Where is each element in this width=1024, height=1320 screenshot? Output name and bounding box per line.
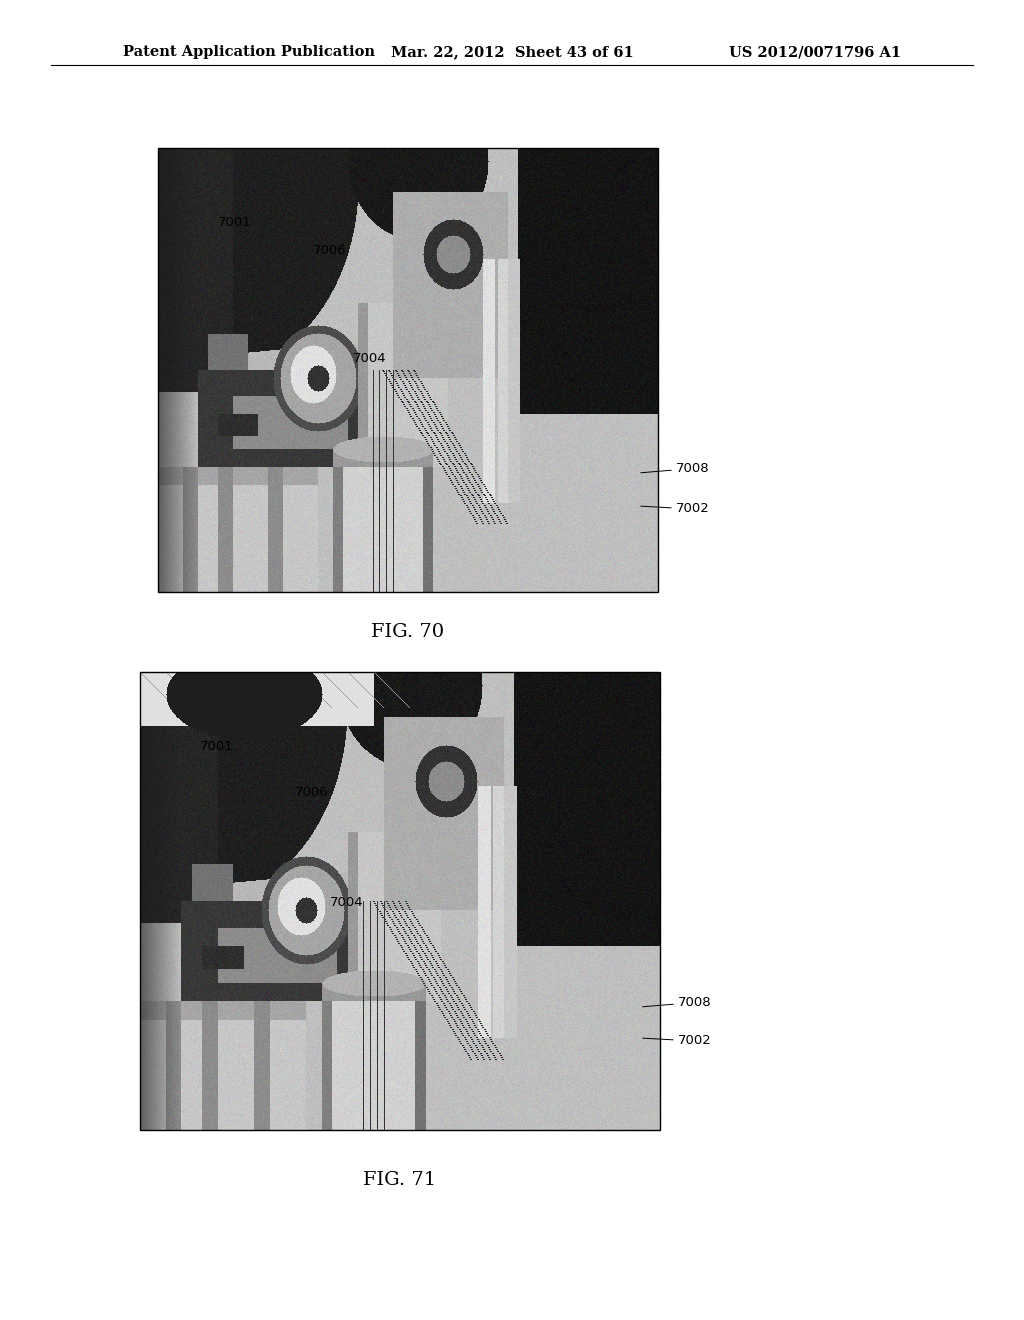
- Text: US 2012/0071796 A1: US 2012/0071796 A1: [729, 45, 901, 59]
- Text: Patent Application Publication: Patent Application Publication: [123, 45, 375, 59]
- Text: 7006: 7006: [313, 244, 347, 257]
- Text: 7004: 7004: [353, 351, 387, 364]
- Text: FIG. 71: FIG. 71: [364, 1171, 436, 1189]
- Text: Mar. 22, 2012  Sheet 43 of 61: Mar. 22, 2012 Sheet 43 of 61: [390, 45, 634, 59]
- Text: 7008: 7008: [678, 995, 712, 1008]
- Text: 7002: 7002: [676, 502, 710, 515]
- Text: FIG. 70: FIG. 70: [372, 623, 444, 642]
- Text: 7001: 7001: [218, 216, 252, 230]
- Text: 7001: 7001: [200, 741, 233, 754]
- Text: 7002: 7002: [678, 1034, 712, 1047]
- Text: 7008: 7008: [676, 462, 710, 474]
- Text: 7004: 7004: [330, 895, 364, 908]
- Bar: [158, 148, 658, 591]
- Bar: [140, 672, 660, 1130]
- Text: 7006: 7006: [295, 785, 329, 799]
